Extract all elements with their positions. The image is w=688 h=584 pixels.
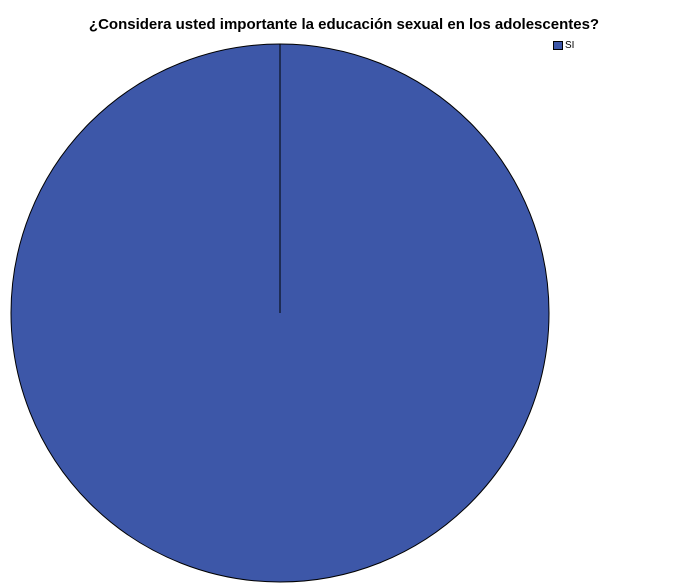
legend-swatch-si (553, 41, 563, 50)
legend: SI (553, 40, 574, 51)
chart-title: ¿Considera usted importante la educación… (88, 16, 600, 33)
legend-label-si: SI (565, 40, 575, 51)
